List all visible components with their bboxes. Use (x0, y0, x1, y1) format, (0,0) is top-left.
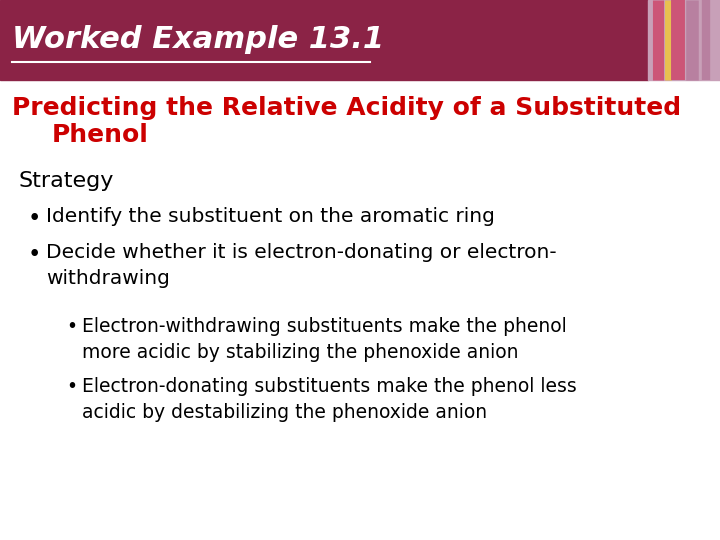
Bar (648, 0, 720, 80)
Text: Electron-donating substituents make the phenol less
acidic by destabilizing the : Electron-donating substituents make the … (82, 377, 577, 422)
Text: •: • (28, 243, 41, 266)
Text: •: • (66, 317, 77, 336)
Text: Phenol: Phenol (52, 123, 149, 147)
Text: Strategy: Strategy (18, 171, 113, 191)
Text: Identify the substituent on the aromatic ring: Identify the substituent on the aromatic… (46, 207, 495, 226)
Text: •: • (66, 377, 77, 396)
Text: Decide whether it is electron-donating or electron-
withdrawing: Decide whether it is electron-donating o… (46, 243, 557, 288)
Bar (0, 0, 648, 80)
Text: Predicting the Relative Acidity of a Substituted: Predicting the Relative Acidity of a Sub… (12, 96, 681, 120)
Text: Electron-withdrawing substituents make the phenol
more acidic by stabilizing the: Electron-withdrawing substituents make t… (82, 317, 567, 362)
Text: Worked Example 13.1: Worked Example 13.1 (12, 25, 384, 55)
Text: •: • (28, 207, 41, 230)
